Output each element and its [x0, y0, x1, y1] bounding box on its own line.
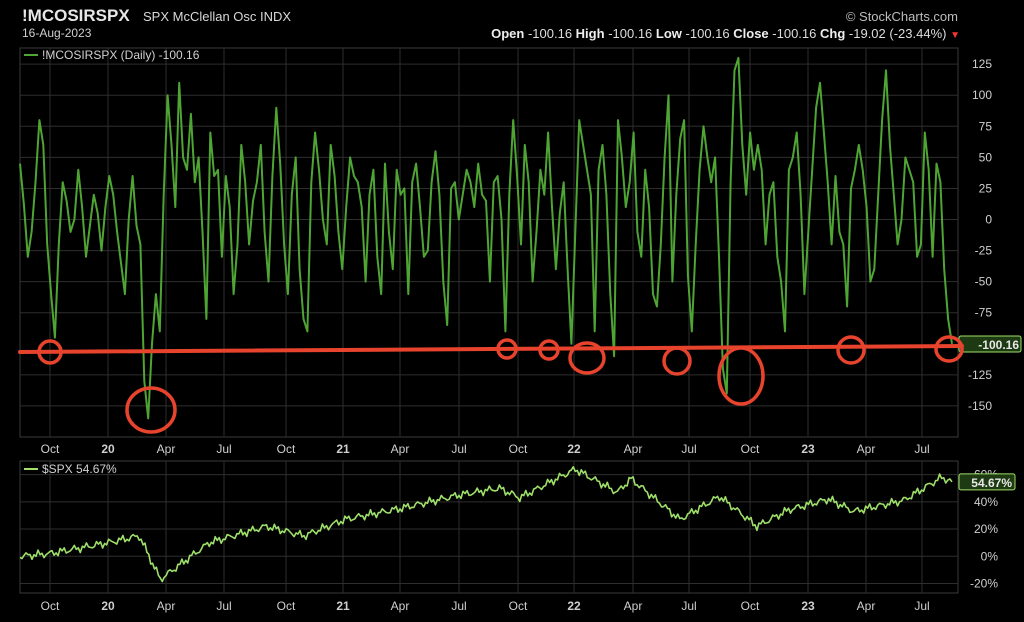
osc-x-tick-label: Oct	[509, 442, 528, 456]
osc-x-tick-label: 20	[101, 442, 115, 456]
annotation-circle	[538, 339, 560, 361]
ohlc-readout: Open -100.16 High -100.16 Low -100.16 Cl…	[491, 26, 960, 41]
spx-x-tick-label: Apr	[157, 599, 176, 613]
osc-x-tick-label: 22	[567, 442, 581, 456]
spx-line	[19, 466, 953, 583]
oscillator-panel: 125 100 75 50 25 0 -25 -50 -75 -125 -150 Oct 20 Apr Ju…	[19, 47, 1022, 456]
spx-x-tick-label: Apr	[391, 599, 410, 613]
oscillator-line	[19, 56, 953, 420]
spx-x-tick-label: Oct	[277, 599, 296, 613]
high-value: -100.16	[608, 26, 653, 41]
osc-y-tick-label: 100	[972, 88, 992, 102]
spx-legend-text: $SPX 54.67%	[42, 462, 117, 476]
osc-legend-text: !MCOSIRSPX (Daily) -100.16	[42, 48, 200, 62]
osc-y-tick-label: -150	[968, 399, 992, 413]
osc-x-tick-label: Jul	[216, 442, 231, 456]
high-label: High	[575, 26, 605, 41]
close-value: -100.16	[772, 26, 817, 41]
osc-y-tick-label: 50	[979, 150, 993, 164]
spx-last-value-badge	[958, 473, 1016, 491]
osc-y-tick-label: 25	[979, 181, 993, 195]
osc-x-tick-label: Jul	[914, 442, 929, 456]
spx-x-tick-label: Jul	[216, 599, 231, 613]
open-label: Open	[491, 26, 525, 41]
spx-y-tick-label: 40%	[974, 495, 998, 509]
annotation-circle	[662, 346, 692, 376]
osc-last-value-text: -100.16	[978, 338, 1019, 352]
osc-x-tick-label: Apr	[391, 442, 410, 456]
spx-panel: 60%40%20%0%-20%Oct20AprJulOct21AprJulOct…	[19, 460, 1016, 613]
low-value: -100.16	[685, 26, 730, 41]
annotation-layer	[18, 335, 964, 434]
spx-x-tick-label: Jul	[914, 599, 929, 613]
osc-x-tick-label: 23	[801, 442, 815, 456]
osc-x-tick-label: Jul	[681, 442, 696, 456]
osc-x-tick-label: Oct	[41, 442, 60, 456]
spx-x-tick-label: Oct	[41, 599, 60, 613]
osc-y-tick-label: -75	[975, 306, 993, 320]
spx-x-tick-label: 21	[336, 599, 350, 613]
spx-x-tick-label: Oct	[741, 599, 760, 613]
annotation-circle	[496, 338, 518, 360]
osc-x-tick-label: Oct	[277, 442, 296, 456]
osc-y-tick-label: 75	[979, 119, 993, 133]
close-label: Close	[733, 26, 769, 41]
spx-last-value-text: 54.67%	[971, 476, 1012, 490]
spx-x-tick-label: 23	[801, 599, 815, 613]
spx-x-tick-label: Oct	[509, 599, 528, 613]
spx-y-tick-label: 20%	[974, 522, 998, 536]
annotation-circle	[717, 346, 765, 406]
spx-frame	[19, 460, 959, 594]
spx-x-tick-label: 20	[101, 599, 115, 613]
brand-watermark: © StockCharts.com	[845, 9, 958, 24]
osc-x-tick-label: Oct	[741, 442, 760, 456]
osc-y-tick-label: 0	[985, 213, 992, 227]
chg-label: Chg	[820, 26, 846, 41]
chart-date: 16-Aug-2023	[22, 26, 92, 40]
osc-y-tick-label: 125	[972, 57, 992, 71]
spx-y-tick-label: -20%	[970, 576, 998, 590]
annotation-circle	[934, 335, 964, 363]
chg-value: -19.02 (-23.44%)	[848, 26, 947, 41]
spx-x-tick-label: Apr	[624, 599, 643, 613]
annotation-circle	[568, 341, 606, 375]
annotation-circle	[125, 386, 177, 434]
annotation-circle	[836, 335, 866, 365]
open-value: -100.16	[527, 26, 573, 41]
osc-x-tick-label: Apr	[624, 442, 643, 456]
spx-x-tick-label: Jul	[681, 599, 696, 613]
osc-x-tick-label: Jul	[451, 442, 466, 456]
osc-y-tick-label: -25	[975, 244, 993, 258]
annotation-circle	[37, 339, 63, 365]
osc-x-tick-label: Apr	[857, 442, 876, 456]
low-label: Low	[655, 26, 682, 41]
spx-x-tick-label: Apr	[857, 599, 876, 613]
osc-x-tick-label: Apr	[157, 442, 176, 456]
support-line	[18, 344, 964, 354]
symbol-title: !MCOSIRSPX	[22, 6, 130, 25]
symbol-description: SPX McClellan Osc INDX	[143, 9, 292, 24]
down-arrow-icon: ▼	[950, 30, 960, 41]
osc-y-tick-label: -125	[968, 368, 992, 382]
spx-x-tick-label: 22	[567, 599, 581, 613]
osc-y-tick-label: -50	[975, 275, 993, 289]
spx-x-tick-label: Jul	[451, 599, 466, 613]
osc-x-tick-label: 21	[336, 442, 350, 456]
spx-y-tick-label: 0%	[981, 549, 999, 563]
